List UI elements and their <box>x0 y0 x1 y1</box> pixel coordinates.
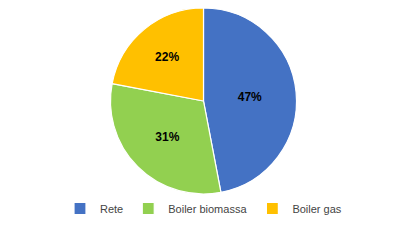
svg-text:Rete: Rete <box>100 203 123 215</box>
svg-text:Boiler biomassa: Boiler biomassa <box>168 203 247 215</box>
svg-text:31%: 31% <box>155 130 179 144</box>
svg-text:47%: 47% <box>238 90 262 104</box>
svg-text:Boiler gas: Boiler gas <box>292 203 341 215</box>
svg-text:22%: 22% <box>155 50 179 64</box>
